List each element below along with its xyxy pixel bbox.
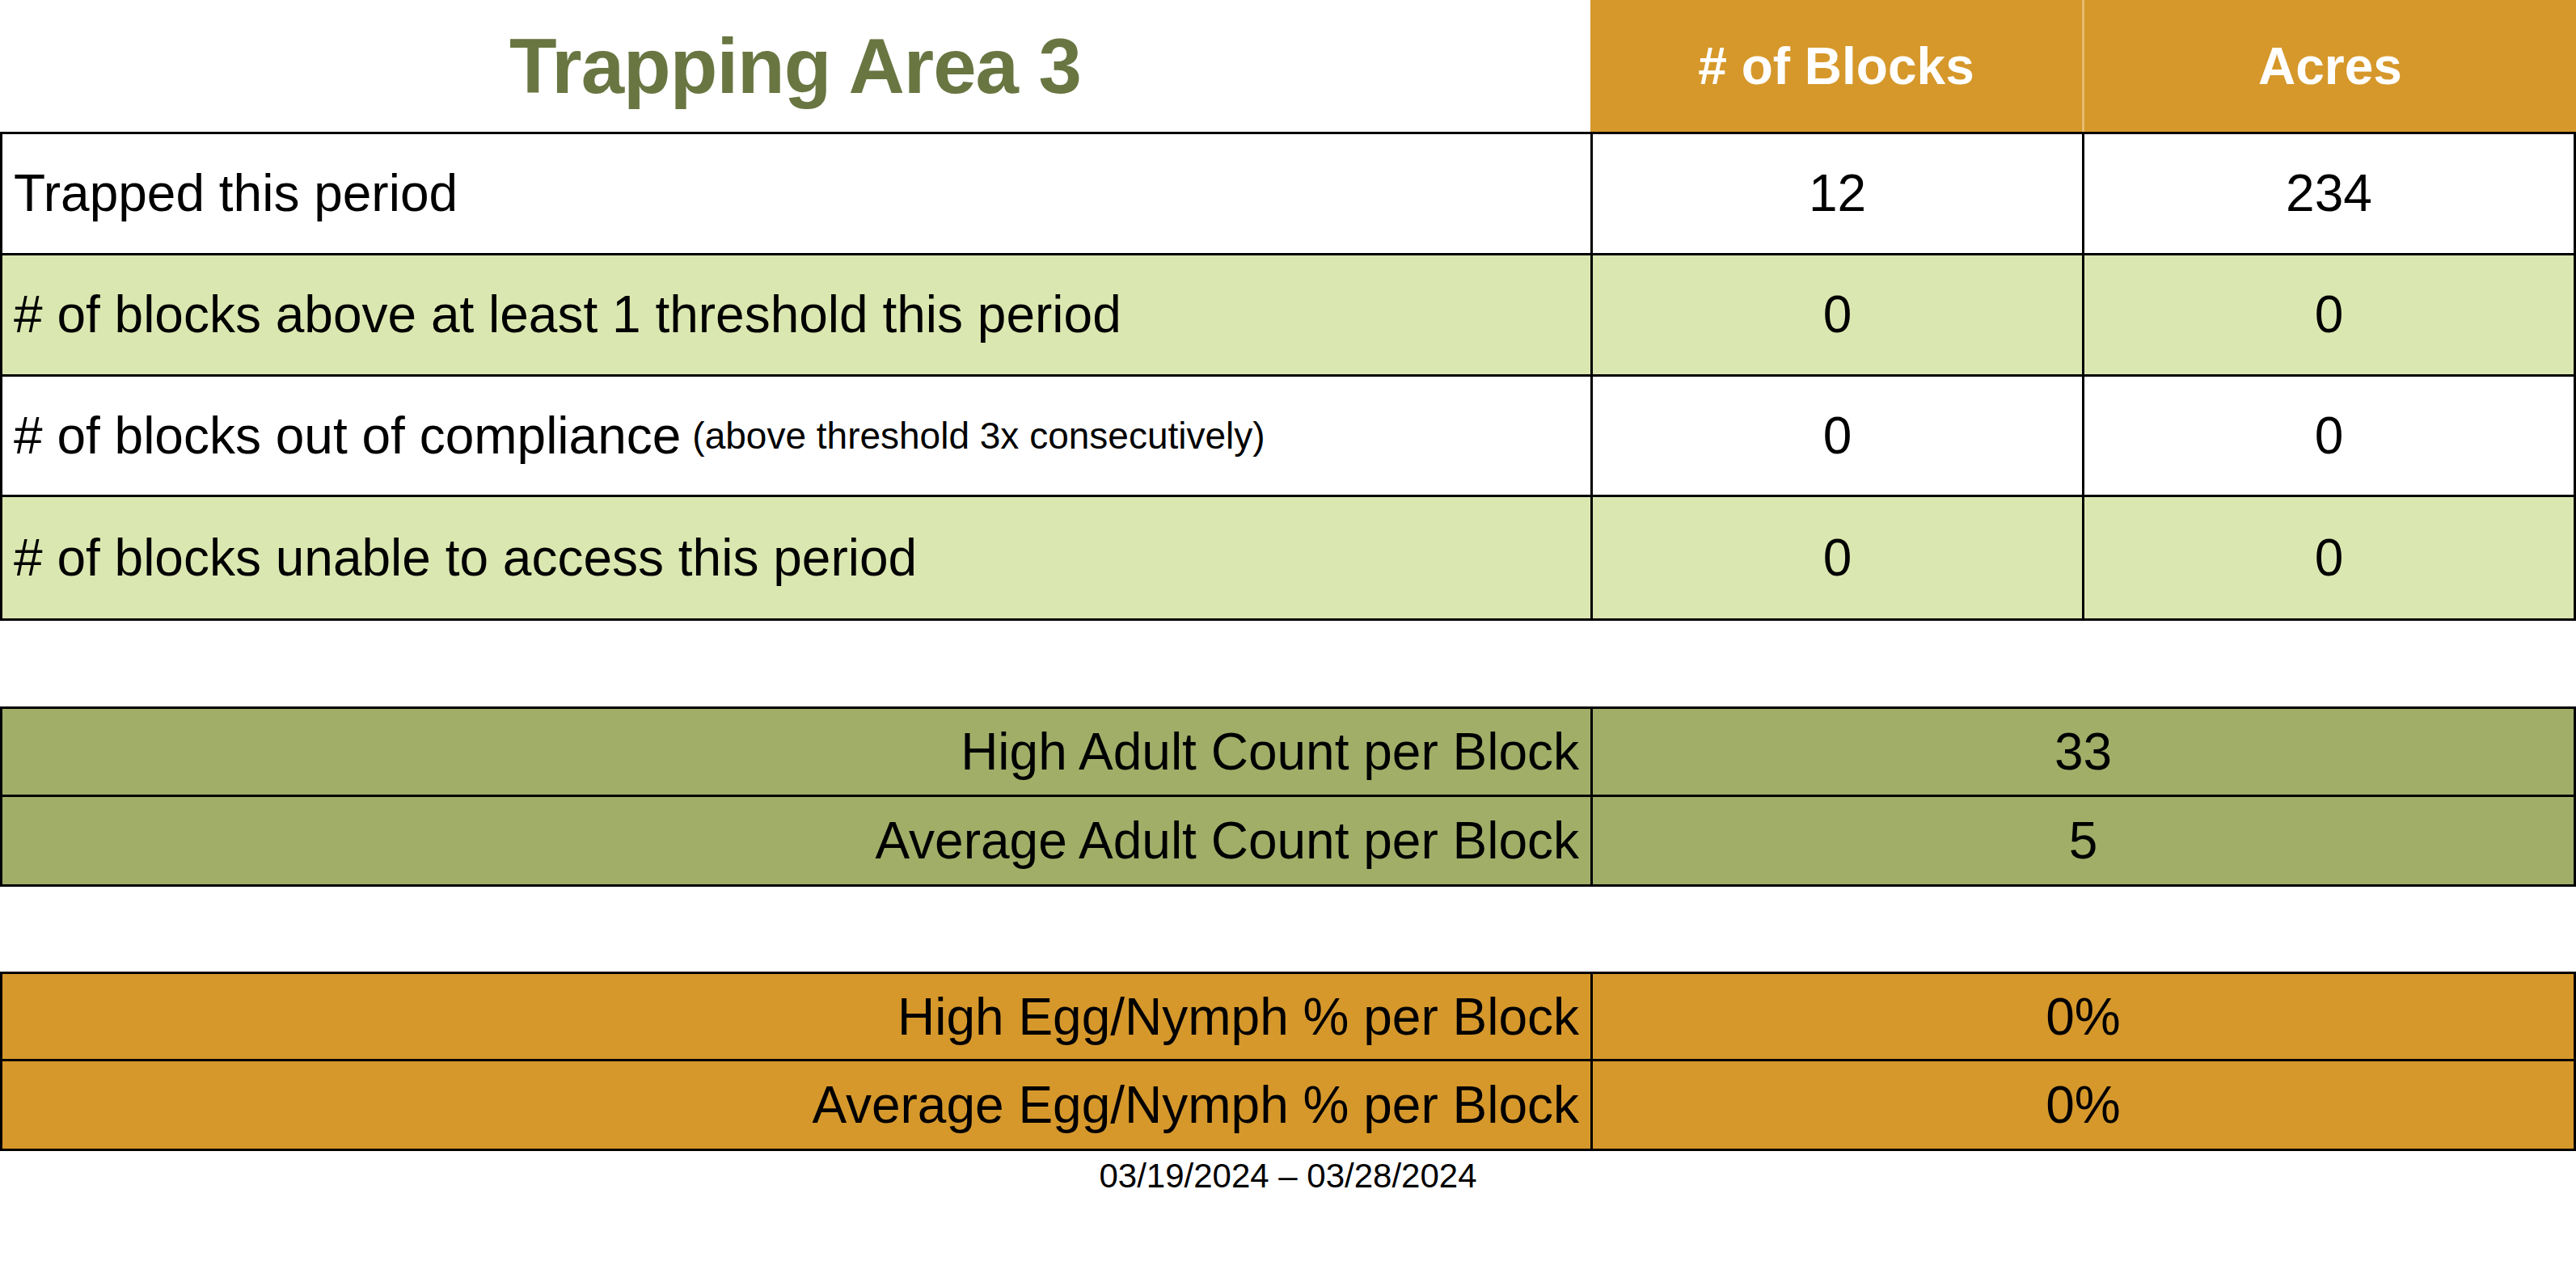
page-title: Trapping Area 3 bbox=[0, 0, 1590, 132]
high-adult-count-label: High Adult Count per Block bbox=[2, 709, 1590, 797]
blocks-value: 0 bbox=[1590, 497, 2082, 618]
average-adult-count-label: Average Adult Count per Block bbox=[2, 797, 1590, 885]
row-label-out-of-compliance: # of blocks out of compliance (above thr… bbox=[2, 377, 1590, 498]
row-label-text: # of blocks above at least 1 threshold t… bbox=[14, 285, 1121, 344]
acres-value: 234 bbox=[2082, 134, 2574, 255]
high-egg-nymph-label: High Egg/Nymph % per Block bbox=[2, 974, 1590, 1061]
row-label-text: # of blocks unable to access this period bbox=[14, 528, 917, 588]
acres-value: 0 bbox=[2082, 255, 2574, 377]
blocks-value: 12 bbox=[1590, 134, 2082, 255]
acres-value: 0 bbox=[2082, 497, 2574, 618]
column-header-blocks: # of Blocks bbox=[1590, 0, 2082, 132]
high-egg-nymph-value: 0% bbox=[1590, 974, 2574, 1061]
blocks-value: 0 bbox=[1590, 377, 2082, 498]
adult-count-table: High Adult Count per Block 33 Average Ad… bbox=[0, 706, 2576, 887]
main-table: Trapped this period 12 234 # of blocks a… bbox=[0, 132, 2576, 621]
date-range: 03/19/2024 – 03/28/2024 bbox=[0, 1151, 2576, 1201]
row-label-text: Trapped this period bbox=[14, 163, 458, 223]
acres-value: 0 bbox=[2082, 377, 2574, 498]
average-egg-nymph-label: Average Egg/Nymph % per Block bbox=[2, 1061, 1590, 1149]
row-label-text: # of blocks out of compliance bbox=[14, 406, 681, 466]
report-page: Trapping Area 3 # of Blocks Acres Trappe… bbox=[0, 0, 2576, 1282]
high-adult-count-value: 33 bbox=[1590, 709, 2574, 797]
blocks-value: 0 bbox=[1590, 255, 2082, 377]
average-adult-count-value: 5 bbox=[1590, 797, 2574, 885]
row-label-above-threshold: # of blocks above at least 1 threshold t… bbox=[2, 255, 1590, 377]
row-label-note: (above threshold 3x consecutively) bbox=[692, 414, 1265, 458]
row-label-unable-to-access: # of blocks unable to access this period bbox=[2, 497, 1590, 618]
average-egg-nymph-value: 0% bbox=[1590, 1061, 2574, 1149]
column-header-acres: Acres bbox=[2082, 0, 2576, 132]
row-label-trapped: Trapped this period bbox=[2, 134, 1590, 255]
egg-nymph-table: High Egg/Nymph % per Block 0% Average Eg… bbox=[0, 972, 2576, 1151]
